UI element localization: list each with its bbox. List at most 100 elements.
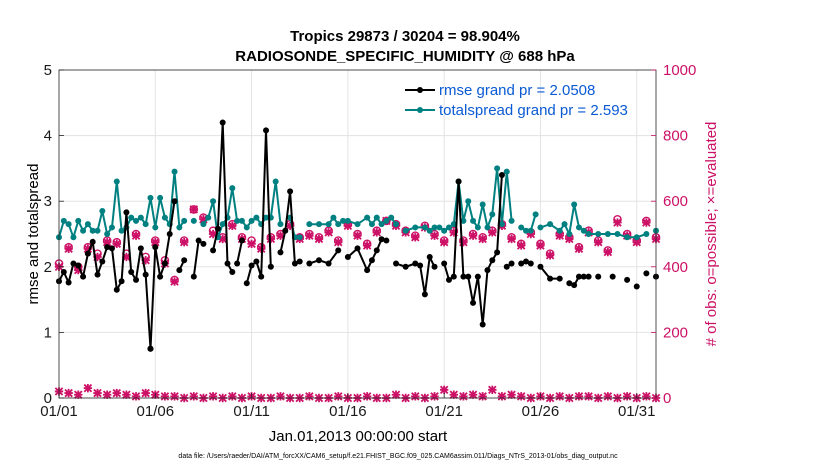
rmse-point bbox=[585, 273, 592, 280]
spread-point bbox=[585, 231, 592, 237]
obs-evaluated-marker bbox=[411, 233, 420, 242]
rmse-point bbox=[200, 240, 207, 247]
rmse-point bbox=[291, 260, 298, 267]
obs-evaluated-marker bbox=[391, 390, 401, 399]
spread-point bbox=[402, 227, 409, 234]
rmse-point bbox=[65, 279, 72, 286]
x-tick-label: 01/31 bbox=[618, 403, 656, 420]
rmse-point bbox=[421, 291, 428, 298]
obs-evaluated-marker bbox=[199, 215, 208, 224]
rmse-point bbox=[113, 286, 120, 293]
rmse-point bbox=[571, 282, 578, 289]
rmse-point bbox=[99, 258, 106, 265]
obs-evaluated-marker bbox=[93, 388, 102, 398]
spread-point bbox=[470, 217, 477, 224]
obs-evaluated-marker bbox=[170, 392, 179, 401]
y2-tick-label: 0 bbox=[663, 390, 671, 407]
spread-point bbox=[234, 217, 241, 224]
y-tick-label: 2 bbox=[44, 259, 52, 276]
rmse-point bbox=[75, 262, 82, 269]
spread-point bbox=[272, 178, 279, 185]
spread-point bbox=[137, 214, 144, 221]
spread-point bbox=[128, 214, 135, 221]
spread-point bbox=[368, 221, 375, 228]
rmse-point bbox=[325, 260, 332, 267]
obs-evaluated-marker bbox=[603, 392, 613, 401]
spread-point bbox=[503, 168, 510, 175]
spread-point bbox=[142, 221, 149, 228]
rmse-point bbox=[161, 260, 168, 267]
rmse-point bbox=[566, 280, 573, 287]
spread-point bbox=[325, 221, 332, 228]
rmse-point bbox=[537, 263, 544, 270]
rmse-point bbox=[547, 275, 554, 282]
obs-evaluated-marker bbox=[411, 392, 420, 401]
obs-evaluated-marker bbox=[478, 392, 487, 401]
rmse-point bbox=[470, 299, 477, 306]
rmse-point bbox=[137, 245, 144, 252]
rmse-line bbox=[309, 249, 340, 265]
spread-point bbox=[340, 217, 347, 224]
obs-evaluated-marker bbox=[545, 251, 555, 260]
obs-evaluated-marker bbox=[83, 383, 93, 393]
spread-point bbox=[489, 211, 496, 218]
data-file-footer: data file: /Users/raeder/DAI/ATM_forcXX/… bbox=[178, 453, 618, 460]
obs-evaluated-marker bbox=[285, 221, 295, 231]
obs-evaluated-marker bbox=[574, 392, 584, 401]
rmse-point bbox=[633, 283, 640, 290]
spread-point bbox=[460, 217, 467, 224]
obs-evaluated-marker bbox=[555, 392, 564, 401]
y-tick-label: 3 bbox=[44, 193, 52, 210]
spread-point bbox=[176, 224, 183, 231]
legend-marker bbox=[417, 87, 423, 93]
rmse-point bbox=[445, 276, 452, 283]
y2-tick-label: 400 bbox=[663, 259, 688, 276]
rmse-point bbox=[253, 258, 260, 265]
spread-point bbox=[65, 221, 72, 228]
rmse-point bbox=[238, 237, 245, 244]
obs-evaluated-marker bbox=[478, 234, 487, 244]
spread-point bbox=[450, 221, 457, 228]
spread-point bbox=[133, 217, 140, 224]
rmse-point bbox=[489, 257, 496, 264]
obs-evaluated-marker bbox=[507, 390, 516, 399]
obs-evaluated-marker bbox=[459, 237, 468, 247]
rmse-point bbox=[556, 275, 563, 282]
spread-point bbox=[75, 217, 82, 224]
obs-evaluated-marker bbox=[439, 237, 449, 247]
spread-point bbox=[441, 227, 448, 234]
spread-point bbox=[277, 221, 284, 228]
rmse-point bbox=[181, 257, 188, 264]
rmse-point bbox=[498, 171, 505, 178]
rmse-point bbox=[518, 260, 525, 267]
rmse-point bbox=[455, 178, 462, 185]
spread-point bbox=[210, 198, 217, 205]
rmse-point bbox=[479, 321, 486, 328]
obs-evaluated-marker bbox=[74, 265, 83, 275]
rmse-point bbox=[147, 345, 154, 352]
obs-evaluated-marker bbox=[507, 234, 516, 244]
rmse-point bbox=[378, 236, 385, 243]
obs-evaluated-marker bbox=[353, 231, 362, 240]
y2-tick-label: 1000 bbox=[663, 62, 696, 79]
spread-point bbox=[604, 231, 611, 237]
spread-point bbox=[547, 221, 554, 228]
obs-evaluated-marker bbox=[593, 237, 603, 247]
rmse-point bbox=[335, 247, 342, 254]
obs-evaluated-marker bbox=[642, 392, 651, 401]
rmse-point bbox=[287, 188, 294, 195]
obs-evaluated-marker bbox=[526, 229, 536, 239]
spread-point bbox=[108, 224, 115, 231]
spread-point bbox=[104, 231, 111, 237]
spread-point bbox=[624, 234, 631, 241]
rmse-point bbox=[60, 269, 67, 276]
rmse-point bbox=[267, 263, 274, 270]
spread-point bbox=[431, 224, 438, 231]
obs-evaluated-marker bbox=[74, 390, 83, 399]
obs-evaluated-marker bbox=[334, 237, 343, 247]
spread-point bbox=[190, 217, 197, 224]
rmse-point bbox=[89, 238, 96, 245]
obs-evaluated-marker bbox=[468, 231, 478, 240]
obs-evaluated-marker bbox=[247, 239, 256, 249]
obs-evaluated-marker bbox=[218, 234, 227, 244]
